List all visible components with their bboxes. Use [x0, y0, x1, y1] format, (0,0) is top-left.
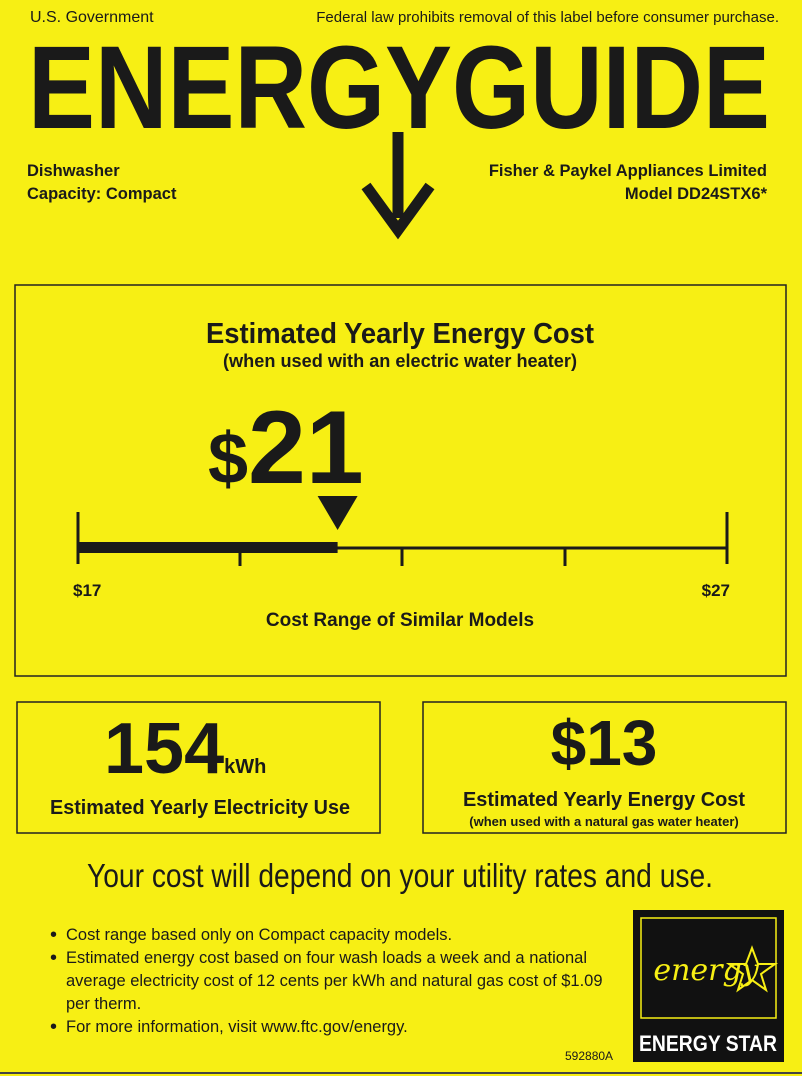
label-id: 592880A [565, 1049, 613, 1063]
gas-subtitle: (when used with a natural gas water heat… [469, 814, 738, 829]
scale-fill [78, 542, 338, 553]
electricity-box [16, 701, 381, 834]
amount: 27 [711, 581, 730, 600]
currency: $ [551, 707, 587, 779]
amount: 17 [82, 581, 101, 600]
note: Estimated energy cost based on four wash… [50, 947, 626, 1016]
gov-text: U.S. Government [30, 9, 154, 26]
capacity: Capacity: Compact [27, 185, 177, 203]
logo-label: ENERGY STAR [639, 1031, 777, 1056]
cost-marker [317, 496, 358, 530]
electricity-value: 154kWh [104, 709, 266, 789]
logo-frame [640, 917, 777, 1019]
law-text: Federal law prohibits removal of this la… [316, 9, 779, 26]
amount: 154 [104, 709, 224, 789]
gas-value: $13 [551, 707, 658, 779]
currency: $ [702, 581, 712, 600]
gas-title: Estimated Yearly Energy Cost [463, 789, 745, 811]
maker: Fisher & Paykel Appliances Limited [489, 162, 767, 180]
cost-title: Estimated Yearly Energy Cost [206, 318, 594, 350]
appliance-type: Dishwasher [27, 162, 120, 180]
notice: Your cost will depend on your utility ra… [87, 857, 713, 894]
amount: 21 [248, 390, 364, 506]
note: Cost range based only on Compact capacit… [50, 924, 626, 947]
range-low: $17 [73, 581, 101, 600]
note: For more information, visit www.ftc.gov/… [50, 1016, 626, 1039]
currency: $ [208, 419, 248, 499]
arrow [361, 132, 435, 240]
unit: kWh [224, 756, 266, 778]
logo-star [725, 945, 779, 993]
notes: Cost range based only on Compact capacit… [50, 924, 626, 1039]
electricity-caption: Estimated Yearly Electricity Use [50, 797, 350, 819]
range-caption: Cost Range of Similar Models [266, 610, 534, 631]
model: Model DD24STX6* [625, 185, 768, 203]
range-high: $27 [702, 581, 730, 600]
cost-subtitle: (when used with an electric water heater… [223, 351, 577, 371]
gas-box [422, 701, 787, 834]
cost-scale [76, 496, 729, 566]
logo-script: energy [653, 953, 759, 988]
currency: $ [73, 581, 83, 600]
amount: 13 [586, 707, 657, 779]
cost-box [14, 284, 787, 677]
cost-value: $21 [208, 390, 364, 506]
